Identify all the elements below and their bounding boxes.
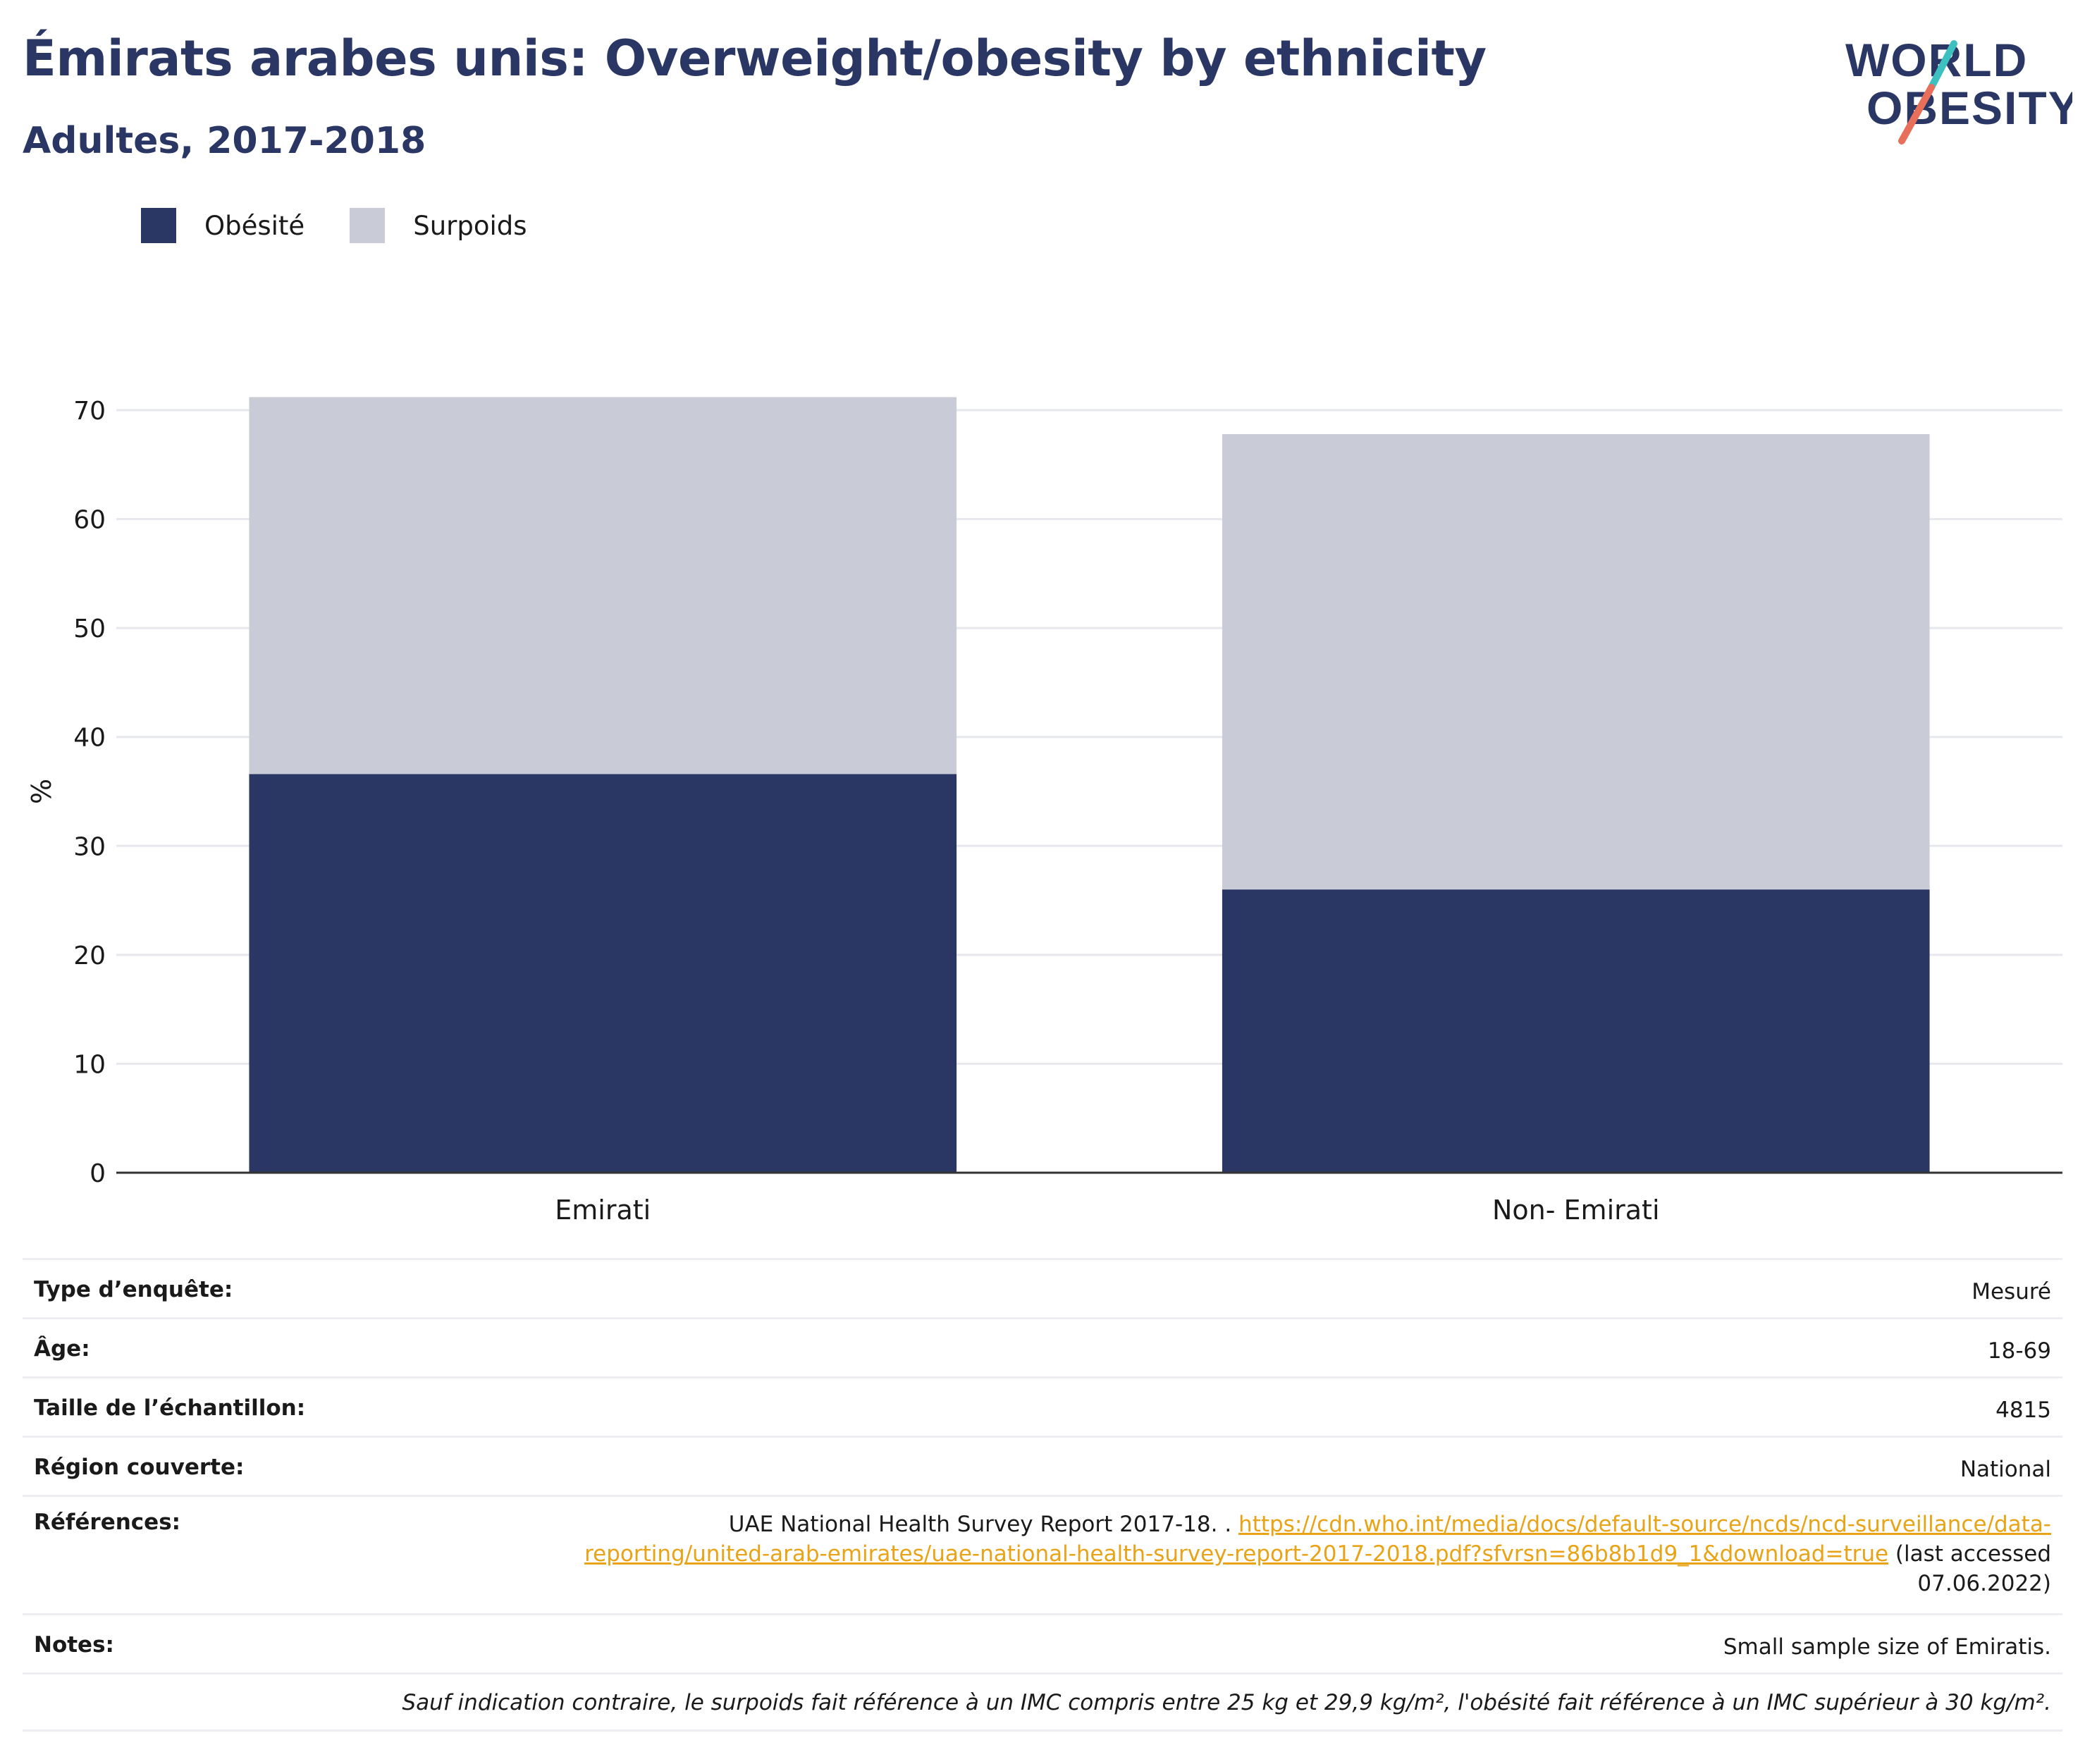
info-row-notes: Notes: Small sample size of Emiratis.	[23, 1613, 2062, 1672]
x-tick-label: Emirati	[555, 1195, 651, 1226]
chart-legend: Obésité Surpoids	[141, 208, 572, 243]
y-tick-label: 30	[73, 832, 106, 861]
references-accessed-date: 07.06.2022)	[1917, 1571, 2051, 1596]
y-tick-label: 40	[73, 724, 106, 753]
references-value: UAE National Health Survey Report 2017-1…	[584, 1510, 2051, 1598]
logo-slash-teal	[1928, 40, 1957, 91]
y-tick-label: 60	[73, 506, 106, 535]
references-accessed-text: (last accessed	[1895, 1541, 2051, 1567]
info-value: 4815	[1995, 1398, 2051, 1423]
info-row-age: Âge: 18-69	[23, 1317, 2062, 1376]
info-label: Région couverte:	[34, 1455, 245, 1480]
bar-surpoids-0	[249, 397, 957, 775]
survey-info-table: Type d’enquête: Mesuré Âge: 18-69 Taille…	[23, 1258, 2062, 1732]
info-value: Mesuré	[1972, 1279, 2051, 1305]
y-tick-label: 0	[90, 1159, 106, 1188]
legend-label-surpoids: Surpoids	[413, 210, 527, 241]
y-tick-label: 50	[73, 615, 106, 643]
info-label: Âge:	[34, 1336, 90, 1362]
legend-label-obesite: Obésité	[204, 210, 305, 241]
chart-subtitle: Adultes, 2017-2018	[23, 120, 426, 162]
world-obesity-logo: WORLD OBESITY	[1845, 34, 2072, 144]
info-label: Type d’enquête:	[34, 1277, 233, 1302]
bar-chart: 0 10 20 30 40 50 60 70% Emirati Non- Emirati	[26, 397, 2062, 1226]
bar-obesite-0	[249, 774, 957, 1173]
x-tick-label: Non- Emirati	[1492, 1195, 1660, 1226]
info-value: 18-69	[1987, 1338, 2051, 1364]
bar-obesite-1	[1222, 889, 1930, 1173]
y-tick-label: 70	[73, 397, 106, 426]
footnote-text: Sauf indication contraire, le surpoids f…	[402, 1690, 2051, 1715]
y-tick-label: 20	[73, 942, 106, 970]
info-row-references: Références: UAE National Health Survey R…	[23, 1495, 2062, 1613]
info-row-sample-size: Taille de l’échantillon: 4815	[23, 1376, 2062, 1436]
legend-item-surpoids[interactable]: Surpoids	[350, 208, 527, 243]
info-row-region: Région couverte: National	[23, 1436, 2062, 1495]
legend-item-obesite[interactable]: Obésité	[141, 208, 305, 243]
info-value: Small sample size of Emiratis.	[1723, 1634, 2051, 1660]
y-axis-label: %	[26, 779, 57, 804]
y-tick-label: 10	[73, 1050, 106, 1079]
legend-swatch-obesite	[141, 208, 176, 243]
references-text: UAE National Health Survey Report 2017-1…	[728, 1512, 1232, 1537]
references-link-part2[interactable]: reporting/united-arab-emirates/uae-natio…	[584, 1541, 1889, 1567]
info-row-survey-type: Type d’enquête: Mesuré	[23, 1258, 2062, 1317]
info-label: Notes:	[34, 1632, 114, 1658]
info-label: Taille de l’échantillon:	[34, 1395, 306, 1421]
info-label: Références:	[34, 1510, 181, 1535]
info-value: National	[1960, 1457, 2051, 1482]
legend-swatch-surpoids	[350, 208, 386, 243]
references-link-part1[interactable]: https://cdn.who.int/media/docs/default-s…	[1238, 1512, 2051, 1537]
footnote: Sauf indication contraire, le surpoids f…	[23, 1672, 2062, 1732]
logo-line2: OBESITY	[1866, 82, 2072, 134]
logo-slash-coral	[1898, 84, 1935, 144]
bar-surpoids-1	[1222, 434, 1930, 890]
chart-title: Émirats arabes unis: Overweight/obesity …	[23, 30, 1487, 87]
